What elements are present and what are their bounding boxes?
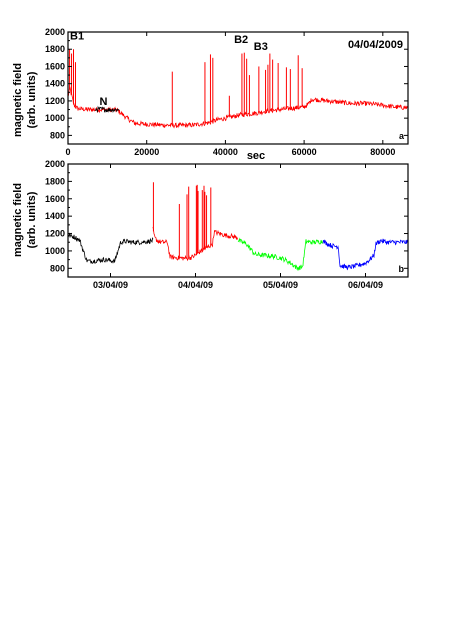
panel-b-y-tick-label-3: 1400 [45, 211, 65, 221]
panel-b-y-title-line2: (arb. units) [26, 191, 38, 248]
panel-b-y-tick-label-6: 2000 [45, 159, 65, 169]
panel-b-series-1-line [152, 226, 239, 262]
panel-b-y-tick-label-5: 1800 [45, 176, 65, 186]
panel-a-data [67, 49, 409, 129]
panel-a-series-1-line [95, 105, 120, 114]
panel-a-x-tick-label-0: 0 [65, 147, 70, 157]
panel-a-y-title-line1: magnetic field [12, 63, 24, 137]
panel-b-ticks: 800 1000 1200 1400 1600 1800 2000 03/04/09 04/04… [45, 159, 408, 290]
panel-b-y-tick-label-4: 1600 [45, 194, 65, 204]
panel-a-frame [67, 31, 409, 145]
panel-b-data [67, 182, 409, 271]
panel-a-y-tick-label-4: 1600 [45, 61, 65, 71]
panel-a-x-tick-label-2: 40000 [213, 147, 238, 157]
panel-a-annotation-b2: B2 [234, 34, 248, 46]
panel-b-frame [67, 163, 409, 278]
panel-b-series-2-line [237, 237, 324, 271]
panel-b-letter: b [399, 264, 405, 274]
panel-a-annotation-b1: B1 [70, 30, 84, 42]
panel-b: magnetic field (arb. units) 800 1000 1200 1… [12, 159, 409, 290]
panel-b-x-tick-label-2: 05/04/09 [263, 280, 298, 290]
panel-a-series-0-line [67, 86, 409, 129]
panel-a-x-title: sec [247, 150, 265, 162]
panel-b-x-tick-label-0: 03/04/09 [93, 280, 128, 290]
panel-a: magnetic field (arb. units) 800 1000 1200 1… [12, 27, 409, 162]
panel-a-y-tick-label-2: 1200 [45, 96, 65, 106]
panel-a-y-tick-label-1: 1000 [45, 113, 65, 123]
panel-a-y-tick-label-3: 1400 [45, 79, 65, 89]
panel-a-y-tick-label-6: 2000 [45, 27, 65, 37]
panel-a-letter: a [399, 131, 405, 141]
panel-b-y-tick-label-0: 800 [50, 263, 65, 273]
panel-b-x-tick-label-1: 04/04/09 [178, 280, 213, 290]
panel-a-y-title-line2: (arb. units) [26, 71, 38, 128]
panel-a-x-tick-label-1: 20000 [134, 147, 159, 157]
panel-a-annotation-b3: B3 [254, 41, 268, 53]
panel-b-x-tick-label-3: 06/04/09 [348, 280, 383, 290]
panel-a-y-tick-label-5: 1800 [45, 44, 65, 54]
panel-b-y-title-line1: magnetic field [12, 183, 24, 257]
panel-b-y-tick-label-2: 1200 [45, 229, 65, 239]
panel-a-date-title: 04/04/2009 [348, 39, 403, 51]
panel-a-x-tick-label-3: 60000 [292, 147, 317, 157]
panel-b-series-0-line [67, 232, 154, 264]
panel-b-series-3-line [322, 238, 409, 271]
panel-a-x-tick-label-4: 80000 [370, 147, 395, 157]
panel-a-y-tick-label-0: 800 [50, 130, 65, 140]
panel-b-y-tick-label-1: 1000 [45, 246, 65, 256]
panel-a-annotations: B1 N B2 B3 [70, 30, 268, 107]
panel-a-annotation-n: N [99, 96, 107, 108]
